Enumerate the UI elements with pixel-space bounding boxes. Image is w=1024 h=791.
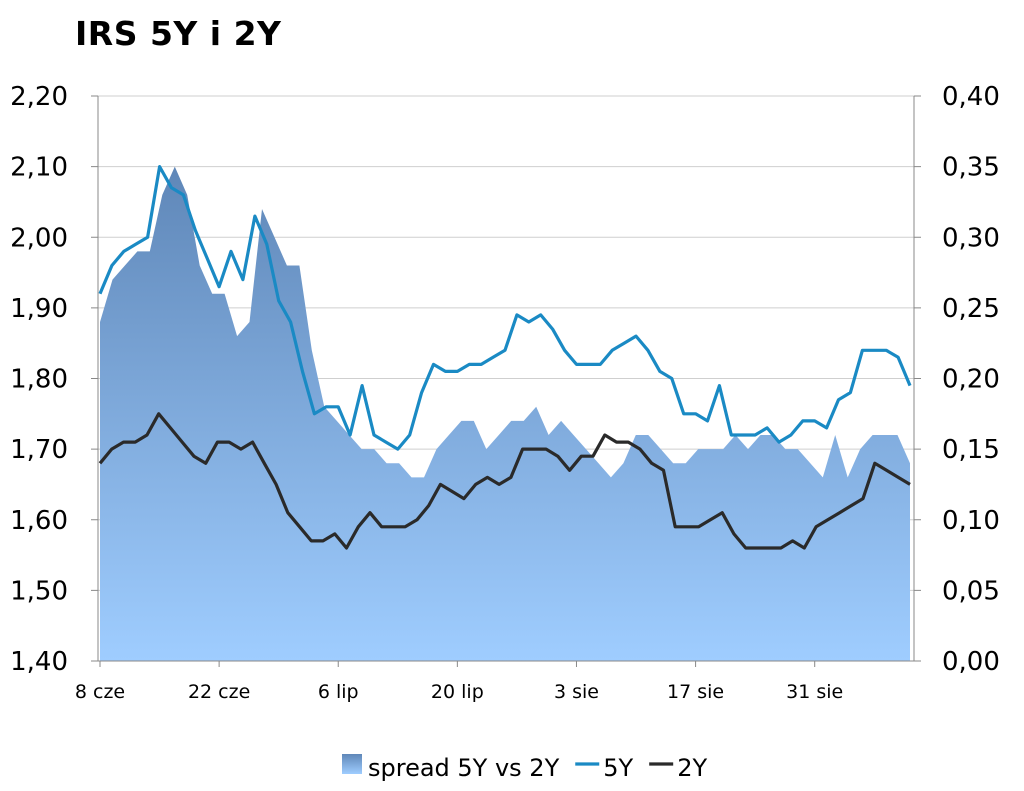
legend-swatch-spread	[342, 754, 362, 774]
series-5y-line	[98, 165, 912, 451]
y-right-tick-label: 0,00	[942, 647, 1000, 677]
y-right-tick-label: 0,30	[942, 223, 1000, 253]
y-left-tick-label: 1,70	[10, 435, 68, 465]
x-tick-label: 17 sie	[667, 681, 724, 703]
chart-title: IRS 5Y i 2Y	[75, 14, 282, 53]
x-tick-label: 22 cze	[188, 681, 250, 703]
legend-label: spread 5Y vs 2Y	[368, 754, 560, 782]
y-right-tick-label: 0,35	[942, 153, 1000, 183]
legend: spread 5Y vs 2Y 5Y 2Y	[342, 754, 707, 782]
legend-label: 5Y	[603, 754, 633, 782]
x-tick-label: 31 sie	[786, 681, 843, 703]
spread-5y-vs-2y-area	[100, 166, 910, 661]
y-right-tick-label: 0,40	[942, 82, 1000, 112]
x-tick-label: 20 lip	[431, 681, 484, 703]
y-right-tick-label: 0,25	[942, 294, 1000, 324]
y-left-tick-label: 1,90	[10, 294, 68, 324]
y-right-tick-label: 0,10	[942, 506, 1000, 536]
y-left-tick-label: 2,00	[10, 223, 68, 253]
x-tick-label: 8 cze	[75, 681, 125, 703]
lines-layer	[98, 165, 912, 550]
y-left-tick-label: 2,10	[10, 153, 68, 183]
y-left-tick-label: 1,50	[10, 576, 68, 606]
y-right-tick-label: 0,20	[942, 365, 1000, 395]
y-right-tick-label: 0,05	[942, 576, 1000, 606]
y-left-tick-label: 1,80	[10, 365, 68, 395]
y-left-tick-label: 1,40	[10, 647, 68, 677]
legend-label: 2Y	[677, 754, 707, 782]
y-left-tick-label: 1,60	[10, 506, 68, 536]
y-left-tick-label: 2,20	[10, 82, 68, 112]
axes: 1,40 1,50 1,60 1,70 1,80 1,90 2,00 2,10 2,20 0,00…	[10, 82, 1000, 703]
series-2y-line	[98, 412, 911, 550]
spread-area-layer	[100, 166, 910, 661]
y-right-tick-label: 0,15	[942, 435, 1000, 465]
x-tick-label: 3 sie	[554, 681, 599, 703]
x-tick-label: 6 lip	[318, 681, 359, 703]
